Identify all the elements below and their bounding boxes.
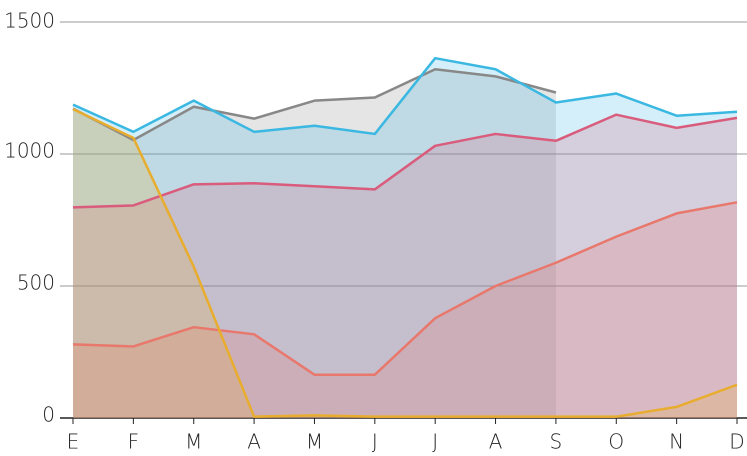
x-tick-label: A: [489, 430, 503, 454]
x-tick-label: F: [128, 430, 140, 454]
line: [72, 107, 738, 418]
x-tick-label: O: [608, 430, 624, 454]
area: [73, 109, 737, 419]
line: [72, 201, 738, 376]
area: [73, 202, 737, 418]
x-tick-label: J: [432, 430, 438, 454]
y-tick-label: 1500: [4, 9, 55, 33]
line: [72, 56, 738, 136]
x-tick-label: M: [185, 430, 202, 454]
y-tick-label: 1000: [4, 139, 55, 163]
y-tick-label: 500: [17, 271, 55, 295]
x-tick-label: M: [306, 430, 323, 454]
area: [73, 58, 737, 418]
area: [73, 114, 737, 418]
x-tick-label: A: [247, 430, 261, 454]
x-tick-label: S: [550, 430, 563, 454]
area: [73, 69, 556, 419]
y-tick-label: 0: [42, 403, 55, 427]
x-tick-label: J: [372, 430, 378, 454]
x-tick-label: N: [669, 430, 684, 454]
line: [72, 113, 738, 209]
line: [72, 68, 557, 142]
x-tick-label: E: [67, 430, 80, 454]
x-tick-label: D: [729, 430, 744, 454]
